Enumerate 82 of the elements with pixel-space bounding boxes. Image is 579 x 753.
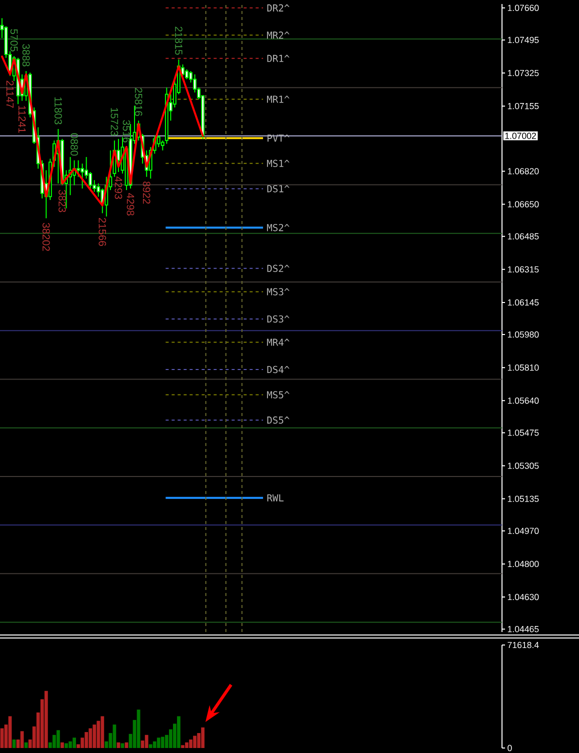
ref-line-label: MS1^ [267, 160, 290, 168]
y-tick-label: 1.07660 [508, 4, 539, 11]
bar [60, 742, 64, 748]
annotation: 11803 [54, 97, 62, 124]
y-tick-label: 1.05135 [508, 496, 539, 502]
y-tick-label: 1.07155 [508, 102, 539, 110]
ref-line-label: MR2^ [267, 32, 290, 39]
bar [84, 732, 88, 748]
annotation: 0880 [70, 133, 78, 156]
ref-line-label: RWL [267, 494, 284, 502]
y-tick-label: 1.04630 [508, 594, 539, 600]
bar [68, 741, 72, 748]
bar [185, 742, 188, 748]
candlestick [156, 135, 160, 148]
ref-line-label: DR1^ [267, 54, 290, 62]
annotation: 3823 [58, 190, 66, 212]
bar [56, 730, 60, 748]
annotation: 3888 [22, 44, 30, 66]
ref-line-label: PVT^ [268, 134, 290, 142]
y-tick-label: 1.04970 [508, 528, 539, 534]
y-tick-label: 1.05980 [508, 331, 539, 338]
y-tick-label: 1.05810 [508, 364, 539, 371]
y-tick-label: 1.06485 [508, 233, 539, 240]
y-tick-label: 1.07325 [508, 70, 539, 76]
ref-line-label: 1.07002 [505, 132, 536, 139]
bar [152, 741, 156, 748]
y-tick-label: 1.05305 [508, 462, 539, 469]
annotation: 3516 [122, 120, 130, 142]
candlestick [80, 163, 84, 189]
annotation: 8922 [142, 182, 150, 204]
candlestick [185, 68, 188, 80]
bar [181, 745, 184, 748]
bar [177, 716, 180, 748]
y-tick-label: 1.04465 [508, 626, 539, 632]
bar [88, 728, 92, 748]
candlestick [76, 160, 80, 178]
ref-line-label: DS4^ [267, 366, 290, 374]
bar [193, 736, 196, 748]
bar [64, 743, 68, 748]
bar [160, 736, 164, 748]
annotation: 21147 [6, 80, 14, 108]
annotation: 15723 [110, 108, 118, 136]
annotation: 5705 [10, 29, 18, 52]
bar [8, 716, 12, 748]
bar [20, 731, 24, 748]
y-tick-label: 1.05475 [508, 430, 539, 436]
annotation: 38202 [42, 222, 50, 251]
bar [148, 744, 152, 748]
bar [144, 734, 148, 748]
ref-line-label: MR1^ [267, 96, 290, 103]
annotation: 21566 [98, 218, 106, 246]
annotation: 4298 [126, 193, 134, 216]
y-tick-label: 1.06650 [508, 201, 539, 208]
y-tick-label: 1.04800 [508, 560, 539, 568]
ref-line-label: MS5^ [267, 391, 290, 398]
bar [44, 690, 48, 748]
y-tick-label: 1.06315 [508, 266, 539, 272]
annotation: 21815 [175, 26, 182, 55]
bar [72, 738, 76, 748]
y-tick-label: 71618.4 [508, 642, 539, 648]
annotation: 25816 [134, 88, 142, 116]
ref-line-label: DR2^ [267, 4, 290, 12]
y-tick-label: 1.07495 [508, 36, 539, 44]
bar [201, 727, 204, 748]
bar [100, 716, 104, 748]
bar [156, 738, 160, 748]
ref-line-label: MS2^ [267, 224, 290, 232]
ref-line-label: DS5^ [267, 416, 290, 424]
y-tick-label: 1.05640 [508, 398, 539, 404]
bar [92, 724, 96, 748]
ref-line-label: DS3^ [267, 315, 290, 323]
ref-line-label: DS2^ [267, 264, 290, 272]
y-tick-label: 1.06820 [508, 168, 539, 174]
ref-line-label: MR4^ [267, 338, 290, 346]
bar [24, 742, 28, 748]
annotation: 11241 [18, 106, 26, 133]
y-tick-label: 0 [508, 744, 512, 752]
y-tick-label: 1.06145 [508, 299, 539, 306]
ref-line-label: MS3^ [267, 288, 290, 296]
bar [189, 740, 192, 748]
annotation: 4293 [114, 176, 122, 199]
ref-line-label: DS1^ [267, 185, 290, 192]
